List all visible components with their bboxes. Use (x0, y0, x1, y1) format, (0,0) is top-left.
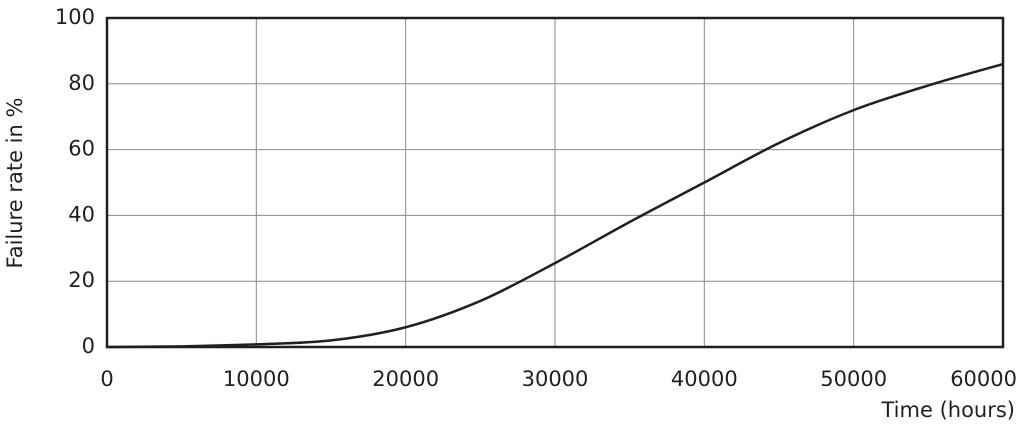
x-tick-label: 10000 (223, 367, 290, 391)
y-tick-label: 0 (82, 334, 95, 358)
y-tick-label: 20 (68, 268, 95, 292)
x-tick-label: 50000 (820, 367, 887, 391)
x-tick-label: 40000 (671, 367, 738, 391)
y-tick-label: 80 (68, 71, 95, 95)
x-tick-label: 30000 (522, 367, 589, 391)
data-line (106, 62, 1004, 349)
y-tick-label: 100 (55, 5, 95, 29)
x-tick-label: 60000 (950, 367, 1017, 391)
x-tick-label: 0 (100, 367, 113, 391)
x-axis-title: Time (hours) (881, 398, 1016, 422)
y-axis-title: Failure rate in % (3, 98, 27, 269)
y-tick-label: 40 (68, 202, 95, 226)
y-tick-label: 60 (68, 137, 95, 161)
x-tick-label: 20000 (372, 367, 439, 391)
plot-frame (105, 16, 1005, 349)
